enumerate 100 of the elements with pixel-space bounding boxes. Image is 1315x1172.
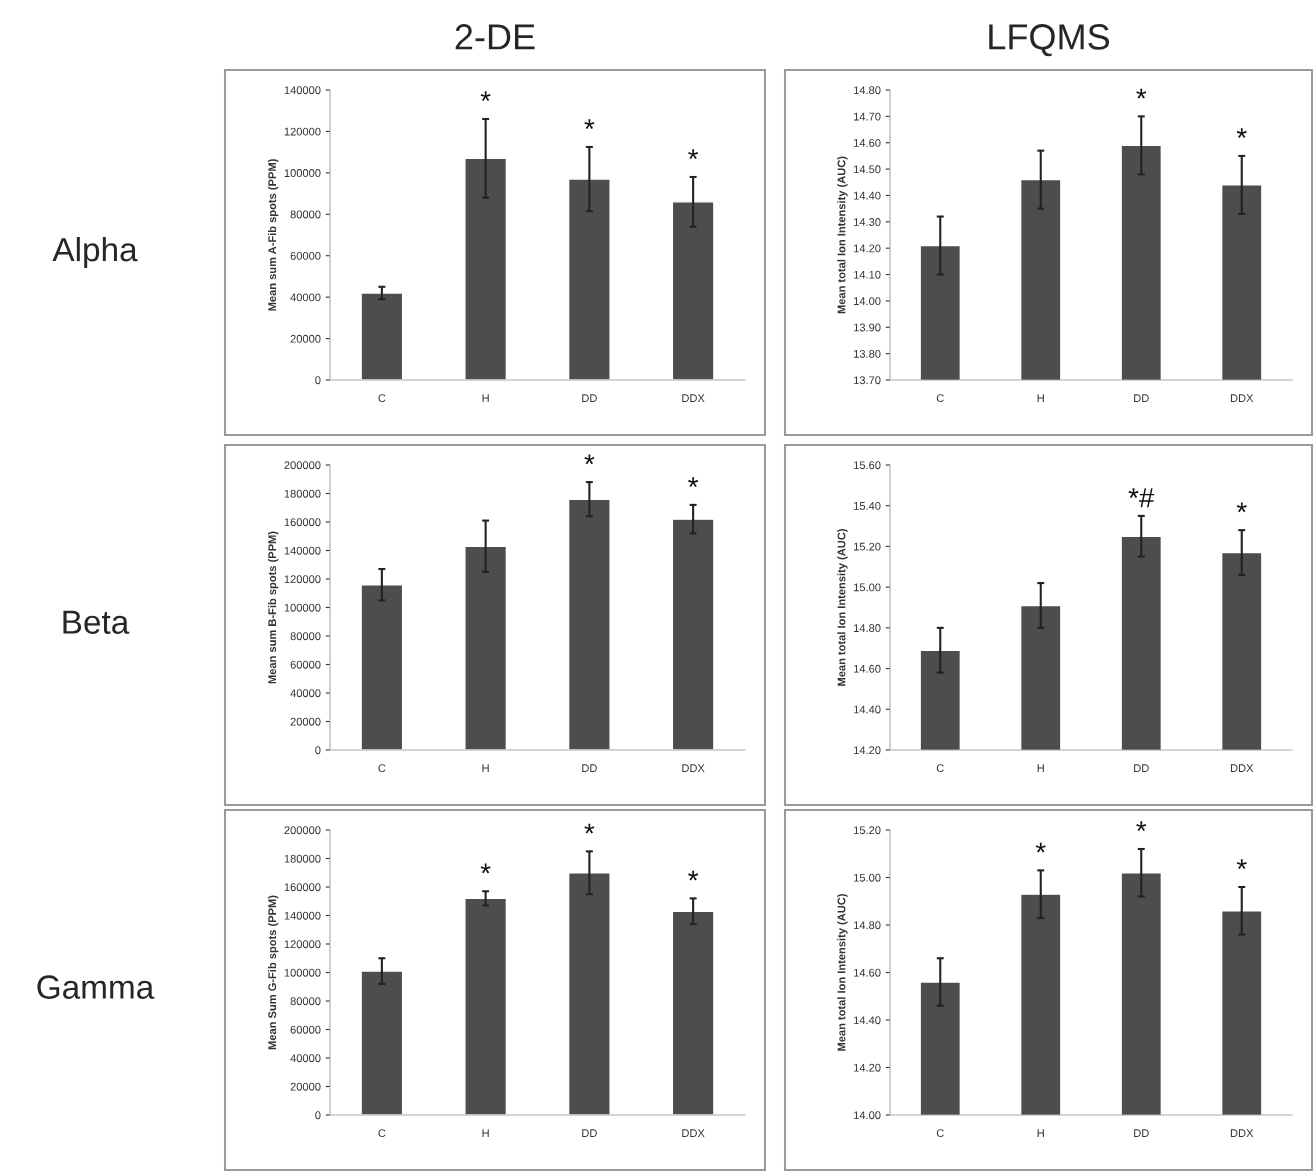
y-tick-label: 20000 bbox=[290, 717, 321, 726]
y-tick-label: 14.00 bbox=[854, 1111, 881, 1120]
y-tick-label: 120000 bbox=[284, 575, 321, 584]
y-tick-label: 14.20 bbox=[854, 244, 881, 253]
y-tick-label: 100000 bbox=[284, 169, 321, 177]
annotation: * bbox=[1236, 128, 1247, 139]
y-tick-label: 13.80 bbox=[854, 349, 881, 358]
y-tick-label: 14.70 bbox=[854, 112, 881, 121]
y-tick-label: 0 bbox=[315, 376, 321, 385]
y-tick-label: 0 bbox=[315, 1111, 321, 1120]
annotation: * bbox=[1035, 842, 1046, 853]
y-axis-title: Mean total Ion Intensity (AUC) bbox=[837, 894, 848, 1051]
y-tick-label: 180000 bbox=[284, 489, 321, 498]
y-tick-label: 15.00 bbox=[854, 583, 881, 592]
y-axis-title: Mean sum B-Fib spots (PPM) bbox=[267, 531, 279, 684]
y-tick-label: 13.70 bbox=[854, 376, 881, 385]
y-tick-label: 200000 bbox=[284, 826, 321, 835]
y-tick-label: 200000 bbox=[284, 461, 321, 470]
y-tick-label: 0 bbox=[315, 746, 321, 755]
x-tick-label: DD bbox=[582, 1129, 597, 1137]
y-tick-label: 160000 bbox=[284, 883, 321, 892]
x-tick-label: C bbox=[936, 1129, 944, 1138]
y-axis-title: Mean sum A-Fib spots (PPM) bbox=[267, 159, 279, 311]
y-tick-label: 14.80 bbox=[854, 624, 881, 632]
y-tick-label: 14.80 bbox=[854, 86, 881, 95]
y-tick-label: 14.60 bbox=[854, 968, 881, 977]
annotation: * bbox=[584, 454, 595, 465]
x-tick-label: DD bbox=[582, 764, 597, 772]
y-tick-label: 13.90 bbox=[854, 323, 881, 332]
annotation: * bbox=[584, 119, 595, 130]
y-tick-label: 14.60 bbox=[854, 664, 881, 673]
annotation: * bbox=[688, 477, 699, 487]
y-tick-label: 40000 bbox=[290, 1054, 321, 1063]
y-tick-label: 40000 bbox=[290, 293, 321, 302]
y-axis-title: Mean Sum G-Fib spots (PPM) bbox=[267, 895, 279, 1050]
x-tick-label: C bbox=[378, 764, 386, 773]
x-tick-label: H bbox=[1037, 1129, 1044, 1137]
text: Alpha bbox=[52, 236, 138, 269]
x-tick-label: C bbox=[378, 394, 386, 403]
x-tick-label: H bbox=[1037, 764, 1044, 772]
annotation: * bbox=[1136, 821, 1147, 832]
x-tick-label: C bbox=[936, 764, 944, 773]
y-tick-label: 80000 bbox=[290, 632, 321, 641]
y-tick-label: 40000 bbox=[290, 689, 321, 698]
y-tick-label: 14.40 bbox=[854, 705, 881, 714]
chart-title: LFQMS bbox=[989, 24, 1110, 57]
y-tick-label: 14.00 bbox=[854, 297, 881, 306]
x-tick-label: DDX bbox=[682, 764, 705, 772]
y-tick-label: 100000 bbox=[284, 603, 321, 612]
y-tick-label: 14.10 bbox=[854, 270, 881, 279]
y-tick-label: 60000 bbox=[290, 1025, 321, 1034]
y-tick-label: 20000 bbox=[290, 1082, 321, 1091]
annotation: * bbox=[1236, 859, 1247, 870]
annotation: * bbox=[480, 91, 491, 102]
annotation: * bbox=[584, 823, 595, 834]
x-tick-label: DDX bbox=[682, 1129, 705, 1137]
y-tick-label: 14.40 bbox=[854, 1016, 881, 1025]
y-tick-label: 60000 bbox=[290, 660, 321, 669]
text: Beta bbox=[63, 610, 130, 634]
annotation: * bbox=[1236, 502, 1247, 513]
x-tick-label: DD bbox=[1134, 394, 1149, 402]
y-tick-label: 15.20 bbox=[854, 542, 881, 551]
x-tick-label: H bbox=[482, 764, 489, 772]
y-tick-label: 15.20 bbox=[854, 826, 881, 835]
x-tick-label: H bbox=[482, 1129, 489, 1137]
chart-title: 2-DE bbox=[455, 24, 535, 50]
x-tick-label: DD bbox=[1134, 764, 1149, 772]
y-tick-label: 60000 bbox=[290, 251, 321, 260]
x-tick-label: DD bbox=[582, 394, 597, 402]
x-tick-label: H bbox=[482, 394, 489, 402]
x-tick-label: DD bbox=[1134, 1129, 1149, 1137]
text: Gamma bbox=[37, 975, 155, 999]
y-tick-label: 180000 bbox=[284, 854, 321, 863]
x-tick-label: DDX bbox=[1230, 394, 1254, 402]
y-tick-label: 140000 bbox=[284, 911, 321, 920]
annotation: * bbox=[688, 870, 699, 881]
y-tick-label: 100000 bbox=[284, 968, 321, 977]
y-tick-label: 20000 bbox=[290, 334, 321, 343]
y-tick-label: 14.30 bbox=[854, 218, 881, 226]
y-tick-label: 80000 bbox=[290, 210, 321, 219]
y-tick-label: 120000 bbox=[284, 127, 321, 136]
y-tick-label: 14.50 bbox=[854, 165, 881, 174]
y-tick-label: 80000 bbox=[290, 997, 321, 1006]
y-tick-label: 140000 bbox=[284, 86, 321, 95]
x-tick-label: DDX bbox=[682, 394, 705, 402]
y-tick-label: 14.20 bbox=[854, 1063, 881, 1072]
y-tick-label: 14.40 bbox=[854, 191, 881, 200]
y-tick-label: 15.60 bbox=[854, 461, 881, 470]
y-tick-label: 14.80 bbox=[854, 921, 881, 930]
annotation: * bbox=[688, 149, 699, 160]
y-axis-title: Mean total Ion Intensity (AUC) bbox=[837, 156, 848, 314]
x-tick-label: DDX bbox=[1230, 1129, 1254, 1137]
x-tick-label: DDX bbox=[1230, 764, 1254, 772]
y-tick-label: 140000 bbox=[284, 546, 321, 555]
y-tick-label: 15.40 bbox=[854, 501, 881, 510]
annotation: * bbox=[480, 863, 491, 874]
y-tick-label: 15.00 bbox=[854, 873, 881, 882]
y-axis-title: Mean total Ion Intensity (AUC) bbox=[837, 529, 848, 686]
y-tick-label: 14.60 bbox=[854, 138, 881, 147]
y-tick-label: 14.20 bbox=[854, 746, 881, 755]
